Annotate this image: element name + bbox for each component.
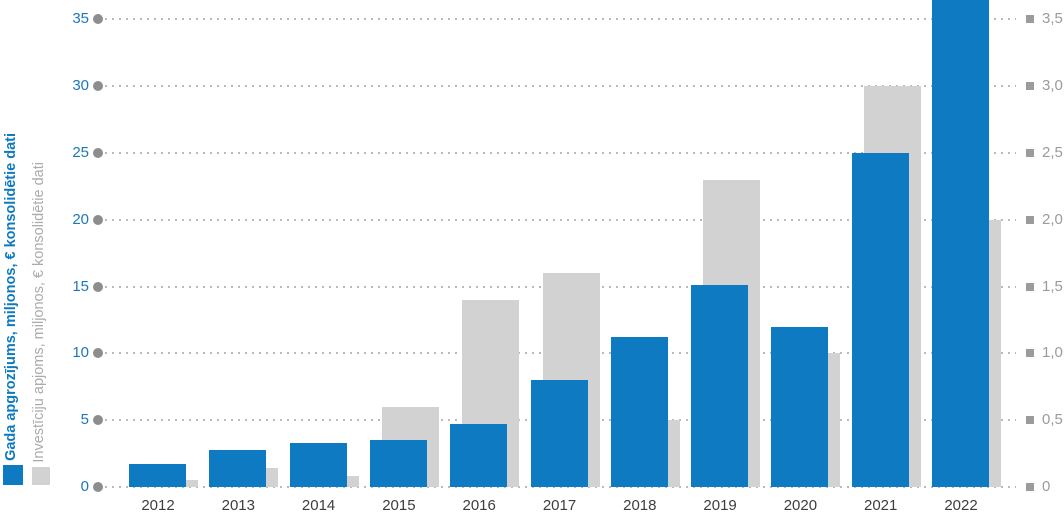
left-axis-tick-dot-icon [93,415,103,426]
bar-turnover-2013 [209,449,267,487]
legend-swatch-turnover-icon [3,465,23,485]
right-axis-tick-label: 0,5 [1042,411,1063,429]
right-axis-tick-square-icon [1026,416,1034,425]
bar-turnover-2018 [610,337,668,487]
left-axis-tick-label: 15 [72,277,89,295]
right-axis-tick-square-icon [1026,215,1034,224]
bar-turnover-2014 [289,442,347,487]
left-axis-tick-label: 35 [72,10,89,28]
x-axis-year-label: 2022 [944,497,978,514]
left-axis-tick-dot-icon [93,148,103,158]
left-axis-tick-dot-icon [93,482,103,492]
bar-turnover-2017 [530,380,588,487]
left-axis-tick-label: 20 [72,210,89,228]
left-axis-tick-label: 0 [80,478,89,495]
right-axis-tick-square-icon [1026,15,1034,24]
legend-swatch-investment-icon [32,467,50,485]
x-axis-year-label: 2021 [864,497,898,514]
x-axis-year-label: 2012 [141,497,175,514]
right-axis-tick-label: 3,5 [1042,10,1063,28]
left-axis-tick-dot-icon [93,81,103,92]
left-axis-tick-label: 25 [72,144,89,161]
left-axis-tick-dot-icon [93,281,103,292]
x-axis-year-label: 2016 [462,497,496,514]
right-axis-tick-label: 2,5 [1042,144,1063,161]
bar-turnover-2016 [450,424,508,487]
x-axis-year-label: 2018 [623,497,657,514]
right-axis-tick-square-icon [1026,82,1034,91]
left-axis-tick-label: 10 [72,344,89,362]
right-axis-tick-label: 1,5 [1042,277,1063,295]
right-axis-tick-label: 1,0 [1042,344,1063,362]
x-axis-year-label: 2020 [783,497,818,514]
gridline [105,85,1016,88]
left-axis-tick-dot-icon [93,14,103,25]
right-axis-tick-square-icon [1026,149,1034,157]
right-axis-tick-label: 0 [1042,478,1051,495]
right-axis-tick-square-icon [1026,483,1034,491]
right-axis-tick-square-icon [1026,282,1034,291]
gridline [105,218,1016,221]
gridline [105,18,1016,21]
left-axis-tick-dot-icon [93,348,103,359]
bar-turnover-2021 [851,153,909,487]
bar-turnover-2019 [691,285,749,487]
gridline [105,486,1016,488]
left-axis-tick-label: 5 [80,411,89,429]
x-axis-year-label: 2014 [301,497,336,514]
gridline [105,152,1016,154]
bar-turnover-2015 [369,440,427,487]
x-axis-year-label: 2017 [542,497,577,514]
right-axis-tick-square-icon [1026,349,1034,358]
left-axis-tick-label: 30 [72,77,89,95]
right-axis-tick-label: 2,0 [1042,210,1063,228]
bar-turnover-2012 [129,464,186,487]
left-axis-tick-dot-icon [93,214,103,225]
x-axis-year-label: 2013 [221,497,255,514]
right-axis-tick-label: 3,0 [1042,77,1063,95]
x-axis-year-label: 2019 [703,497,737,514]
bar-turnover-2020 [771,326,829,487]
bar-turnover-2022 [932,0,989,487]
legend-label-turnover: Gada apgrozījums, miljonos, € konsolidēt… [3,133,19,461]
x-axis-year-label: 2015 [382,497,416,514]
legend-label-investment: Investīciju apjoms, miljonos, € konsolid… [31,162,47,463]
